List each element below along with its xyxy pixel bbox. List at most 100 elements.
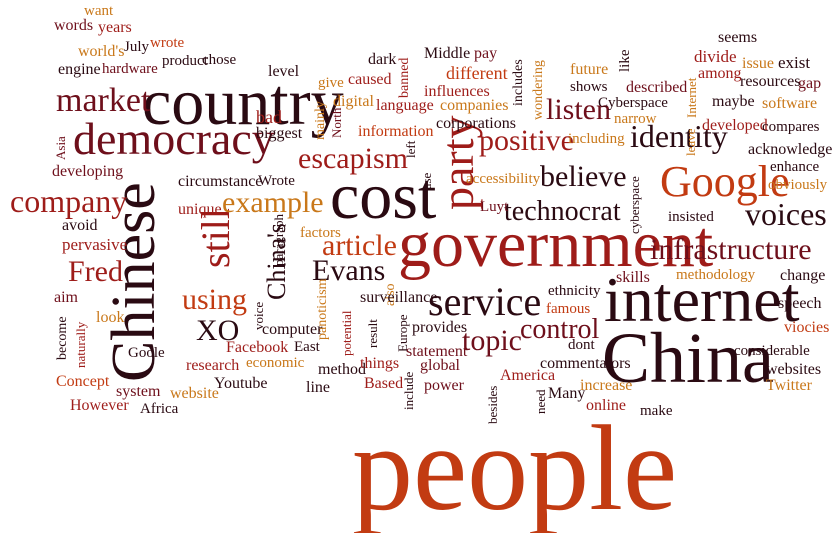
word-become: become xyxy=(55,316,70,360)
word-based: Based xyxy=(364,375,404,392)
word-product: product xyxy=(162,53,208,69)
word-circumstance: circumstance xyxy=(178,173,263,190)
word-among: among xyxy=(698,65,742,82)
word-future: future xyxy=(570,61,609,78)
word-enhance: enhance xyxy=(770,159,820,175)
word-mainly: mainly xyxy=(313,101,328,140)
word-service: service xyxy=(428,279,542,324)
word-issue: issue xyxy=(742,55,774,72)
word-twitter: Twitter xyxy=(766,377,812,394)
word-example: example xyxy=(222,186,324,219)
word-company: company xyxy=(10,183,128,219)
word-seems: seems xyxy=(718,29,758,46)
word-potential: potential xyxy=(339,310,354,357)
word-wondering: wondering xyxy=(531,60,546,120)
word-need: need xyxy=(533,389,548,414)
word-line: line xyxy=(306,379,330,396)
word-china: China xyxy=(602,318,774,398)
word-july: July xyxy=(124,39,150,55)
word-cost: cost xyxy=(330,160,437,233)
word-research: research xyxy=(186,357,240,374)
word-software: software xyxy=(762,95,818,112)
word-want: want xyxy=(84,3,114,19)
word-obviously: obviously xyxy=(768,177,828,193)
word-wrote-cap: Wrote xyxy=(258,173,295,189)
word-companies: companies xyxy=(440,97,509,114)
word-information: information xyxy=(358,123,434,140)
word-control: control xyxy=(520,314,600,345)
word-positive: positive xyxy=(479,124,574,157)
word-america: America xyxy=(500,367,556,384)
word-look: look xyxy=(96,309,125,326)
word-middle: Middle xyxy=(424,45,471,62)
word-leave: leave xyxy=(683,128,698,156)
word-described: described xyxy=(626,79,688,96)
word-corporations: corporations xyxy=(436,115,516,132)
word-insisted: insisted xyxy=(668,209,714,225)
word-give: give xyxy=(318,75,344,91)
word-xo: XO xyxy=(196,314,240,347)
word-dont: dont xyxy=(568,337,595,353)
word-speech: speech xyxy=(778,295,822,312)
word-result: result xyxy=(365,319,380,348)
word-global: global xyxy=(420,357,460,374)
word-goole: Goole xyxy=(128,345,165,361)
word-north: North xyxy=(329,107,344,138)
word-shows: shows xyxy=(570,79,608,95)
word-websites: websites xyxy=(766,361,822,378)
word-cyberspace-lc: cyberspace xyxy=(627,176,642,234)
word-africa: Africa xyxy=(140,401,179,417)
word-escapism: escapism xyxy=(298,142,408,175)
word-use: use xyxy=(419,172,434,190)
word-different: different xyxy=(446,63,508,83)
word-chose: chose xyxy=(202,52,237,68)
word-listen: listen xyxy=(546,93,611,126)
word-engine: engine xyxy=(58,61,101,78)
word-factors: factors xyxy=(300,225,341,241)
word-technocrat: technocrat xyxy=(504,196,621,227)
word-acknowledge: acknowledge xyxy=(748,141,833,158)
word-government: government xyxy=(398,208,714,281)
word-exist: exist xyxy=(778,53,811,72)
word-facebook: Facebook xyxy=(226,339,289,356)
word-ethnicity: ethnicity xyxy=(548,283,601,299)
word-infrastructure: infrastructure xyxy=(650,233,812,266)
word-pervasive: pervasive xyxy=(62,235,128,254)
word-internet: internet xyxy=(604,264,800,335)
word-topic: topic xyxy=(462,324,522,357)
word-asia: Asia xyxy=(53,136,68,160)
word-famous: famous xyxy=(546,301,591,317)
word-system: system xyxy=(116,383,161,400)
word-considerable: considerable xyxy=(734,343,810,359)
word-statement: statement xyxy=(406,343,468,360)
word-level: level xyxy=(268,63,300,80)
word-gap: gap xyxy=(798,75,822,92)
word-aim: aim xyxy=(54,289,78,306)
word-including: including xyxy=(568,131,625,147)
word-influences: influences xyxy=(424,83,490,100)
word-change: change xyxy=(780,267,826,284)
word-worlds: world's xyxy=(78,43,125,60)
word-includes: includes xyxy=(511,59,526,106)
word-economic: economic xyxy=(246,355,305,371)
word-besides: besides xyxy=(485,385,500,424)
word-concept: Concept xyxy=(56,373,110,390)
word-evans: Evans xyxy=(312,254,386,287)
word-people: people xyxy=(352,401,678,533)
word-google: Google xyxy=(660,157,790,206)
word-identity: identity xyxy=(630,118,728,154)
word-article: article xyxy=(322,229,397,262)
word-accessibility: accessibility xyxy=(466,171,541,187)
word-bad: bad xyxy=(256,107,282,127)
word-luyt: Luyt xyxy=(480,199,509,215)
word-paragraph: paragraph xyxy=(271,214,286,266)
word-believe: believe xyxy=(540,160,627,193)
word-methodology: methodology xyxy=(676,267,756,283)
word-pay: pay xyxy=(474,45,498,62)
word-divide: divide xyxy=(694,47,737,66)
word-left: left xyxy=(403,140,418,158)
word-like: like xyxy=(617,49,633,73)
word-developed: developed xyxy=(702,117,768,134)
word-many: Many xyxy=(548,385,586,402)
